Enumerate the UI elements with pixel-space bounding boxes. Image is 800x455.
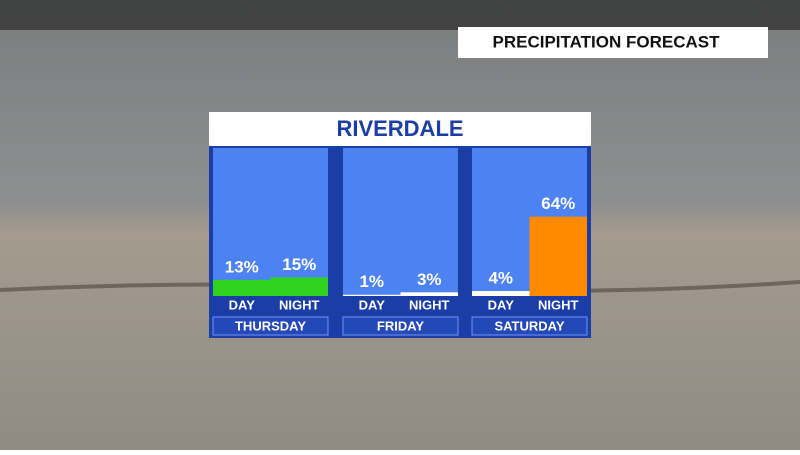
- category-label: SATURDAY: [494, 318, 564, 333]
- value-label: 1%: [359, 272, 384, 291]
- category-box: [342, 316, 459, 336]
- title-box: [209, 112, 591, 146]
- header-box: [458, 27, 768, 58]
- bar: [270, 277, 328, 296]
- chart-title: RIVERDALE: [336, 116, 463, 141]
- series-label: DAY: [359, 297, 386, 312]
- roof-edge: [0, 0, 800, 30]
- category-box: [212, 316, 329, 336]
- series-label: DAY: [229, 297, 256, 312]
- bar: [213, 279, 271, 296]
- value-label: 15%: [282, 255, 316, 274]
- group-panel: [343, 148, 458, 296]
- header: PRECIPITATION FORECAST: [493, 32, 721, 51]
- category-label: FRIDAY: [377, 318, 425, 333]
- series-label: NIGHT: [538, 297, 579, 312]
- value-label: 4%: [488, 269, 513, 288]
- series-label: DAY: [488, 297, 515, 312]
- category-box: [471, 316, 588, 336]
- bar: [529, 216, 587, 296]
- bar: [472, 291, 530, 296]
- category-label: THURSDAY: [235, 318, 306, 333]
- group-panel: [213, 148, 328, 296]
- value-label: 64%: [541, 194, 575, 213]
- value-label: 13%: [225, 257, 259, 276]
- bar: [400, 292, 458, 296]
- series-label: NIGHT: [409, 297, 450, 312]
- series-label: NIGHT: [279, 297, 320, 312]
- bar: [343, 294, 401, 296]
- value-label: 3%: [417, 270, 442, 289]
